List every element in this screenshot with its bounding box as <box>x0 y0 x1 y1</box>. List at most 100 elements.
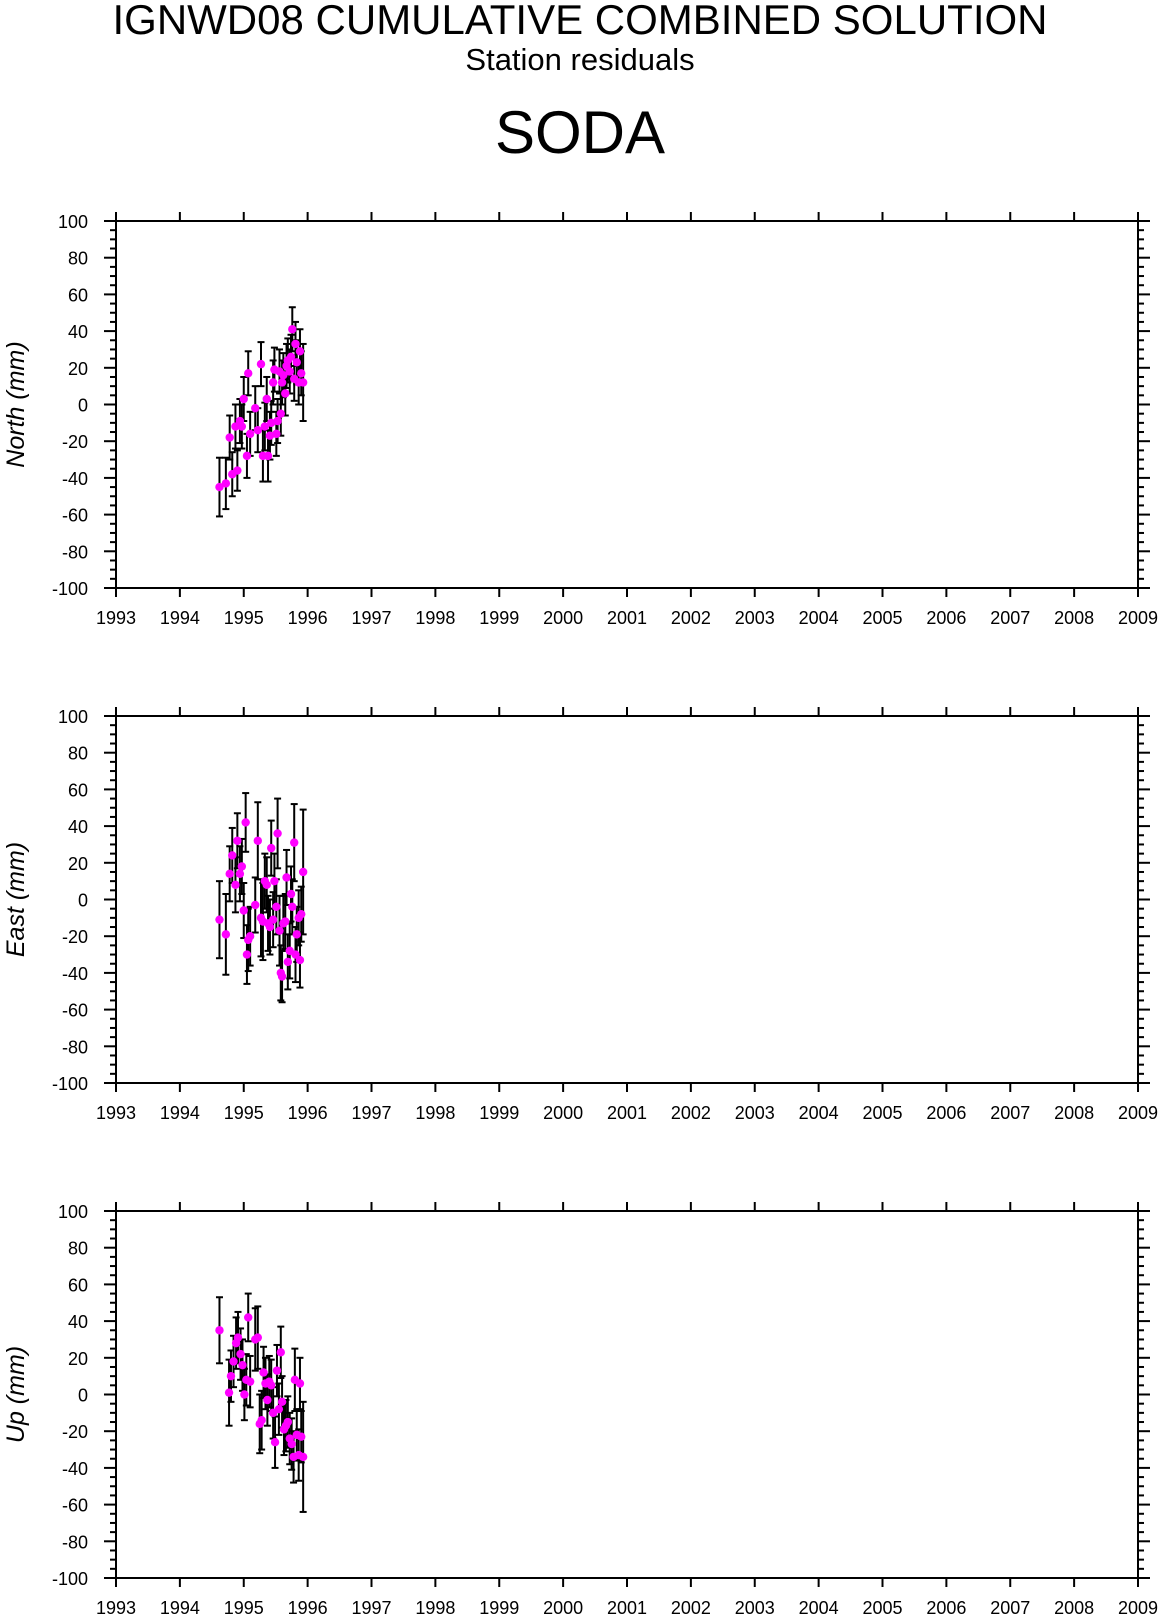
data-point <box>268 915 278 924</box>
data-point <box>233 836 242 845</box>
data-point <box>229 1357 238 1366</box>
data-point <box>292 358 301 367</box>
data-point <box>286 352 296 361</box>
x-tick-label: 2009 <box>1118 1598 1158 1618</box>
x-tick-label: 2004 <box>799 1103 839 1123</box>
x-tick-label: 2006 <box>926 608 966 628</box>
x-tick-label: 2005 <box>862 1598 902 1618</box>
data-point <box>288 902 297 912</box>
data-point <box>286 889 296 899</box>
data-point <box>290 838 299 847</box>
x-tick-label: 2007 <box>990 608 1030 628</box>
x-tick-label: 2003 <box>735 1103 775 1123</box>
data-point <box>237 862 247 871</box>
x-tick-label: 1999 <box>479 1103 519 1123</box>
data-point <box>295 347 305 356</box>
data-point <box>277 972 287 981</box>
y-tick-label: -40 <box>62 1459 88 1479</box>
data-point <box>244 369 253 378</box>
data-point <box>295 955 305 965</box>
data-point <box>245 1377 255 1386</box>
y-axis-label: East (mm) <box>2 842 30 957</box>
x-tick-label: 1998 <box>415 608 455 628</box>
data-point <box>221 930 231 939</box>
y-tick-label: 80 <box>68 249 88 269</box>
x-tick-label: 2008 <box>1054 1103 1094 1123</box>
y-tick-label: -80 <box>62 1037 88 1057</box>
data-point <box>262 880 271 890</box>
x-tick-label: 2000 <box>543 1103 583 1123</box>
x-tick-label: 1997 <box>351 1103 391 1123</box>
data-point <box>215 915 224 924</box>
x-tick-label: 1994 <box>160 1598 200 1618</box>
y-tick-label: 80 <box>68 1239 88 1259</box>
x-tick-label: 2000 <box>543 608 583 628</box>
data-point <box>253 836 263 845</box>
x-tick-label: 2001 <box>607 1103 647 1123</box>
data-point <box>267 418 276 428</box>
x-tick-label: 2000 <box>543 1598 583 1618</box>
data-point <box>270 876 279 886</box>
chart-panel: 1993 1994 1995 1996 1997 1998 1999 2000 2001 2002… <box>2 1202 1158 1618</box>
data-point <box>237 422 247 431</box>
data-point <box>298 1452 308 1462</box>
data-point <box>239 906 248 915</box>
y-tick-label: 20 <box>68 1349 88 1369</box>
y-tick-label: 0 <box>78 396 88 416</box>
data-point <box>215 1326 224 1335</box>
data-point <box>260 422 270 431</box>
x-tick-label: 2006 <box>926 1598 966 1618</box>
x-tick-label: 2004 <box>799 608 839 628</box>
y-tick-label: 40 <box>68 322 88 342</box>
x-tick-label: 2005 <box>862 1103 902 1123</box>
y-tick-label: 80 <box>68 744 88 764</box>
y-tick-label: -60 <box>62 506 88 526</box>
x-tick-label: 1996 <box>288 608 328 628</box>
data-point <box>270 1438 280 1447</box>
data-point <box>225 433 234 442</box>
data-point <box>283 1417 293 1427</box>
x-tick-label: 2008 <box>1054 1598 1094 1618</box>
x-tick-label: 2003 <box>735 1598 775 1618</box>
x-tick-label: 1993 <box>96 608 136 628</box>
data-point <box>263 451 273 461</box>
y-tick-label: -60 <box>62 1001 88 1021</box>
plot-frame <box>115 220 1139 589</box>
data-point <box>244 1313 253 1322</box>
data-point <box>265 431 275 440</box>
data-point <box>291 339 300 349</box>
x-tick-label: 2002 <box>671 1598 711 1618</box>
data-point <box>242 451 252 461</box>
data-point <box>274 1404 284 1414</box>
data-point <box>297 909 306 919</box>
data-point <box>273 829 282 838</box>
data-point <box>242 950 252 959</box>
data-point <box>257 1415 266 1425</box>
data-point <box>245 932 255 941</box>
data-point <box>297 1432 306 1441</box>
data-point <box>275 926 284 935</box>
chart-subtitle: Station residuals <box>465 42 695 77</box>
data-point <box>281 917 290 926</box>
data-point <box>277 1397 287 1407</box>
data-point <box>273 416 282 426</box>
x-tick-label: 2009 <box>1118 608 1158 628</box>
x-tick-label: 1995 <box>224 608 264 628</box>
data-point <box>221 479 231 488</box>
x-tick-label: 1995 <box>224 1103 264 1123</box>
data-point <box>267 1381 276 1390</box>
data-point <box>287 1439 296 1449</box>
data-point <box>215 482 224 492</box>
data-point <box>231 880 240 890</box>
data-point <box>251 900 260 910</box>
x-tick-label: 2006 <box>926 1103 966 1123</box>
y-tick-label: 0 <box>78 1386 88 1406</box>
y-tick-label: -80 <box>62 1532 88 1552</box>
data-point <box>253 1333 263 1342</box>
y-tick-label: -80 <box>62 542 88 562</box>
data-point <box>263 1395 272 1405</box>
x-tick-label: 1999 <box>479 1598 519 1618</box>
data-point <box>267 843 276 853</box>
y-tick-label: -60 <box>62 1496 88 1516</box>
